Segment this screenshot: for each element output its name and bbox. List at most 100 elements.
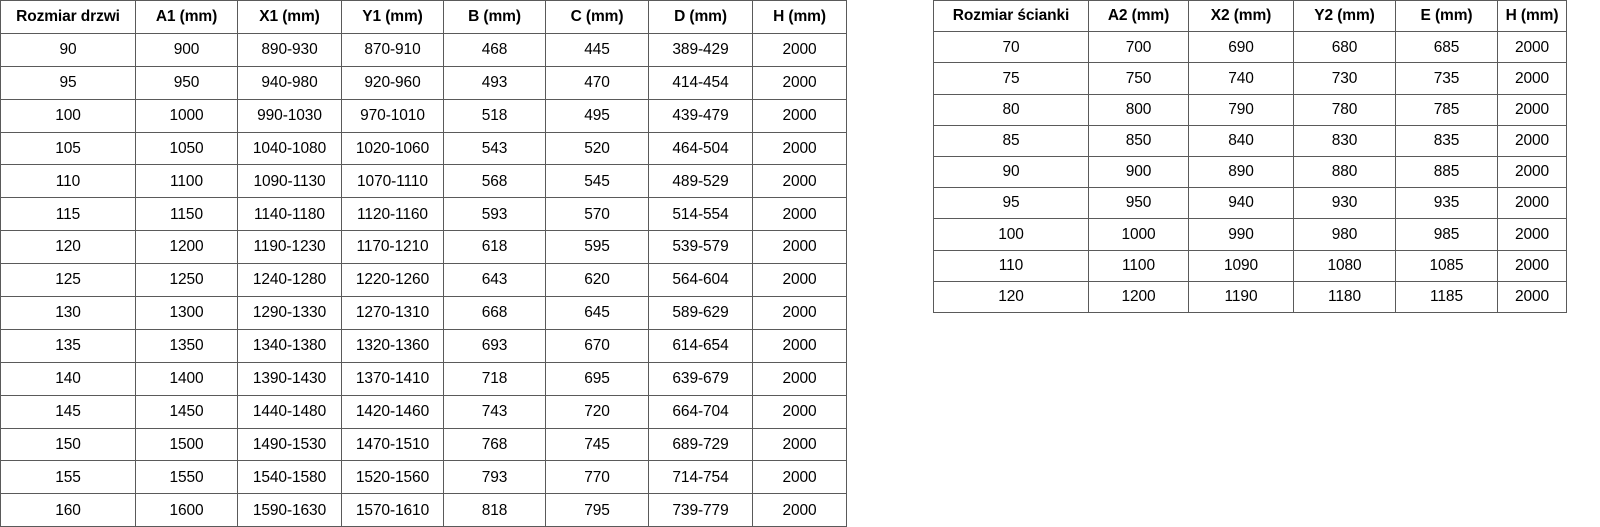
table-cell: 2000	[752, 98, 847, 133]
table-cell: 2000	[752, 394, 847, 429]
walls-header-row: Rozmiar ścianki A2 (mm) X2 (mm) Y2 (mm) E (m…	[933, 0, 1567, 33]
table-cell: 150	[0, 427, 136, 462]
table-cell: 1470-1510	[341, 427, 444, 462]
table-cell: 1020-1060	[341, 131, 444, 166]
table-cell: 1085	[1395, 249, 1498, 282]
table-cell: 890-930	[237, 32, 342, 67]
table-cell: 570	[545, 197, 649, 232]
table-cell: 870-910	[341, 32, 444, 67]
table-cell: 750	[1088, 62, 1189, 95]
table-cell: 735	[1395, 62, 1498, 95]
table-cell: 818	[443, 493, 546, 527]
table-cell: 1090	[1188, 249, 1294, 282]
table-cell: 1350	[135, 328, 238, 363]
walls-column-header: X2 (mm)	[1188, 0, 1294, 33]
table-cell: 564-604	[648, 263, 753, 298]
table-cell: 790	[1188, 93, 1294, 126]
table-cell: 1490-1530	[237, 427, 342, 462]
table-cell: 880	[1293, 155, 1396, 189]
table-cell: 720	[545, 394, 649, 429]
table-cell: 2000	[752, 230, 847, 265]
table-cell: 670	[545, 328, 649, 363]
table-cell: 464-504	[648, 131, 753, 166]
table-cell: 1200	[135, 230, 238, 265]
table-cell: 75	[933, 62, 1089, 95]
table-cell: 1220-1260	[341, 263, 444, 298]
table-cell: 840	[1188, 124, 1294, 157]
walls-column-header: Rozmiar ścianki	[933, 0, 1089, 33]
table-cell: 90	[0, 32, 136, 67]
table-row: 145 1450 1440-1480 1420-1460 743 720 664-704 20…	[0, 394, 847, 429]
table-cell: 885	[1395, 155, 1498, 189]
table-cell: 1090-1130	[237, 164, 342, 199]
table-cell: 685	[1395, 31, 1498, 64]
table-cell: 690	[1188, 31, 1294, 64]
table-cell: 2000	[1497, 218, 1567, 251]
table-cell: 2000	[1497, 155, 1567, 189]
table-cell: 1050	[135, 131, 238, 166]
doors-header-row: Rozmiar drzwi A1 (mm) X1 (mm) Y1 (mm) B (mm)…	[0, 0, 847, 34]
table-cell: 1000	[1088, 218, 1189, 251]
table-cell: 2000	[752, 460, 847, 495]
table-row: 95 950 940 930 935 2000	[933, 187, 1567, 220]
table-cell: 830	[1293, 124, 1396, 157]
table-cell: 2000	[752, 296, 847, 330]
table-cell: 1150	[135, 197, 238, 232]
table-cell: 950	[1088, 187, 1189, 220]
table-cell: 568	[443, 164, 546, 199]
table-row: 135 1350 1340-1380 1320-1360 693 670 614-654 20…	[0, 328, 847, 363]
table-cell: 2000	[1497, 93, 1567, 126]
table-cell: 115	[0, 197, 136, 232]
table-cell: 1120-1160	[341, 197, 444, 232]
doors-column-header: H (mm)	[752, 0, 847, 34]
table-row: 150 1500 1490-1530 1470-1510 768 745 689-729 20…	[0, 427, 847, 462]
table-cell: 1240-1280	[237, 263, 342, 298]
table-cell: 1570-1610	[341, 493, 444, 527]
table-cell: 1200	[1088, 280, 1189, 313]
table-cell: 668	[443, 296, 546, 330]
table-row: 90 900 890 880 885 2000	[933, 155, 1567, 189]
table-cell: 793	[443, 460, 546, 495]
table-cell: 1300	[135, 296, 238, 330]
table-cell: 1000	[135, 98, 238, 133]
table-cell: 514-554	[648, 197, 753, 232]
table-cell: 618	[443, 230, 546, 265]
table-cell: 1400	[135, 361, 238, 396]
table-row: 130 1300 1290-1330 1270-1310 668 645 589-629 20…	[0, 296, 847, 330]
table-cell: 745	[545, 427, 649, 462]
walls-column-header: H (mm)	[1497, 0, 1567, 33]
table-cell: 1370-1410	[341, 361, 444, 396]
table-cell: 539-579	[648, 230, 753, 265]
table-cell: 595	[545, 230, 649, 265]
table-cell: 2000	[1497, 31, 1567, 64]
doors-column-header: A1 (mm)	[135, 0, 238, 34]
table-cell: 489-529	[648, 164, 753, 199]
table-cell: 1590-1630	[237, 493, 342, 527]
table-cell: 2000	[1497, 280, 1567, 313]
walls-table-head: Rozmiar ścianki A2 (mm) X2 (mm) Y2 (mm) E (m…	[933, 0, 1567, 33]
doors-column-header: Rozmiar drzwi	[0, 0, 136, 34]
table-cell: 125	[0, 263, 136, 298]
table-row: 155 1550 1540-1580 1520-1560 793 770 714-754 20…	[0, 460, 847, 495]
table-cell: 2000	[752, 427, 847, 462]
table-cell: 545	[545, 164, 649, 199]
table-cell: 664-704	[648, 394, 753, 429]
table-cell: 739-779	[648, 493, 753, 527]
table-cell: 2000	[752, 263, 847, 298]
table-row: 95 950 940-980 920-960 493 470 414-454 2000	[0, 65, 847, 100]
table-cell: 2000	[1497, 62, 1567, 95]
doors-table-body: 90 900 890-930 870-910 468 445 389-429 2000 95 95…	[0, 32, 847, 527]
table-cell: 493	[443, 65, 546, 100]
table-row: 160 1600 1590-1630 1570-1610 818 795 739-779 20…	[0, 493, 847, 527]
table-cell: 768	[443, 427, 546, 462]
table-cell: 1040-1080	[237, 131, 342, 166]
table-cell: 1540-1580	[237, 460, 342, 495]
table-cell: 2000	[752, 493, 847, 527]
table-cell: 543	[443, 131, 546, 166]
table-cell: 985	[1395, 218, 1498, 251]
table-cell: 730	[1293, 62, 1396, 95]
table-cell: 614-654	[648, 328, 753, 363]
table-cell: 940	[1188, 187, 1294, 220]
table-cell: 1070-1110	[341, 164, 444, 199]
table-row: 100 1000 990 980 985 2000	[933, 218, 1567, 251]
